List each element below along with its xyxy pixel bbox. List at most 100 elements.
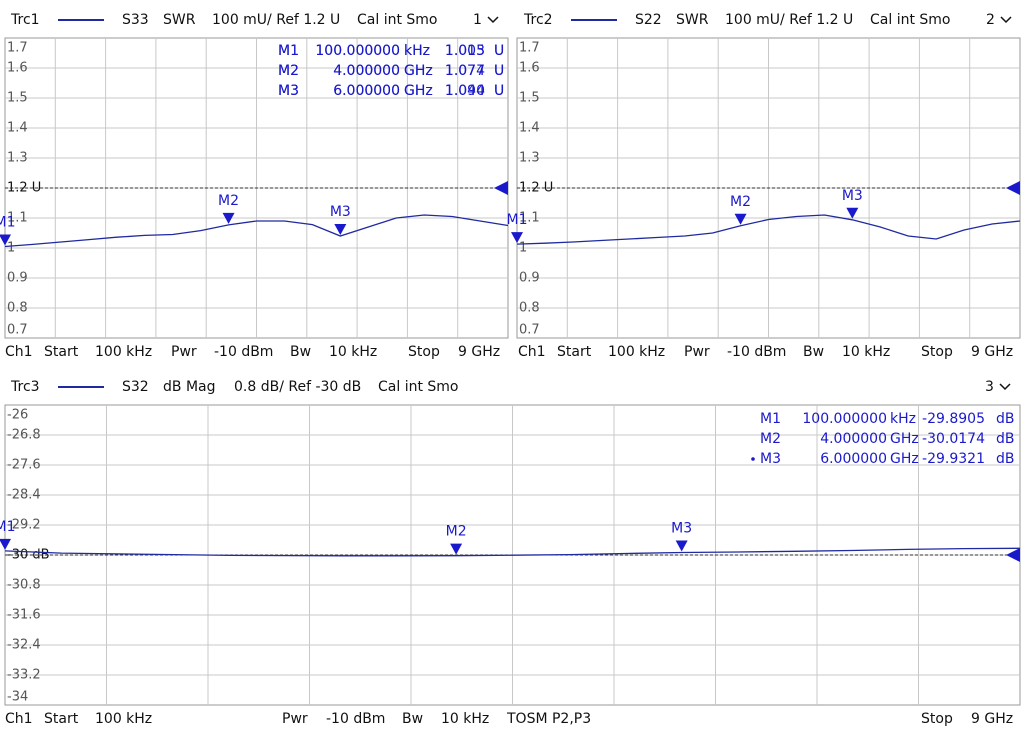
marker-table-response: 1.013	[445, 43, 485, 59]
y-tick-label: -26	[7, 408, 28, 423]
marker-table-stimulus-unit: GHz	[404, 83, 433, 99]
footer-item: 10 kHz	[441, 711, 489, 727]
marker-label: M2	[730, 194, 751, 210]
header-item[interactable]: 3	[985, 379, 994, 395]
dropdown-chevron[interactable]	[999, 383, 1011, 391]
marker-table-stimulus: 6.000000	[820, 451, 887, 467]
y-tick-label: 1.1	[7, 211, 28, 226]
marker-table-stimulus: 6.000000	[333, 83, 400, 99]
marker-table-response-unit: U	[494, 63, 504, 79]
marker-table-response-unit: dB	[996, 411, 1015, 427]
y-tick-label: -30 dB	[7, 548, 50, 563]
marker-table-stimulus-unit: GHz	[404, 63, 433, 79]
marker-label: M3	[330, 204, 351, 220]
y-tick-label: -30.8	[7, 578, 41, 593]
marker-table-response: 1.074	[445, 63, 485, 79]
y-tick-label: 1.1	[519, 211, 540, 226]
marker-table-response-unit: U	[494, 63, 504, 79]
y-tick-label: 1	[7, 241, 15, 256]
marker-table-stimulus: 100.000000	[802, 411, 887, 427]
y-tick-label: 1.2 U	[7, 181, 41, 196]
marker-table-response-unit: dB	[996, 451, 1015, 467]
header-item: 100 mU/ Ref 1.2 U	[212, 12, 340, 28]
marker-table-stimulus: 4.000000	[820, 431, 887, 447]
y-tick-label: 1.6	[7, 61, 28, 76]
trace	[516, 214, 1021, 245]
marker-table-stimulus-unit: GHz	[890, 431, 919, 447]
y-tick-label: 1.4	[7, 121, 28, 136]
footer-item: Bw	[290, 344, 311, 360]
trace-name: Trc3	[10, 379, 40, 395]
y-tick-label: 0.9	[519, 271, 540, 286]
dropdown-chevron[interactable]	[487, 16, 499, 24]
marker[interactable]	[0, 538, 12, 550]
y-tick-label: 1.4	[519, 121, 540, 136]
footer-item: Stop	[921, 711, 953, 727]
marker-table-response: -30.0174	[922, 431, 985, 447]
reference-marker	[1006, 181, 1020, 195]
footer-item: 10 kHz	[329, 344, 377, 360]
marker[interactable]	[734, 213, 747, 225]
footer-item: Pwr	[282, 711, 308, 727]
marker-label: M1	[0, 519, 16, 535]
y-tick-label: 0.9	[7, 271, 28, 286]
footer-item: 100 kHz	[608, 344, 665, 360]
footer-item: Bw	[803, 344, 824, 360]
marker[interactable]	[511, 232, 524, 244]
footer-item: Pwr	[171, 344, 197, 360]
marker[interactable]	[675, 540, 688, 552]
marker-table-response-unit: U	[494, 83, 504, 99]
marker-table-name: M2	[278, 63, 299, 79]
marker[interactable]	[846, 207, 859, 219]
y-tick-label: -26.8	[7, 428, 41, 443]
trace	[4, 214, 509, 248]
y-tick-label: 1.6	[519, 61, 540, 76]
dropdown-chevron[interactable]	[1000, 16, 1012, 24]
marker-table-response: -29.8905	[922, 411, 985, 427]
marker-table-response: 1.077	[445, 63, 485, 79]
marker[interactable]	[0, 234, 12, 246]
header-item: Cal int Smo	[870, 12, 951, 28]
footer-item: Ch1	[5, 711, 33, 727]
y-tick-label: -29.2	[7, 518, 41, 533]
footer-item: 9 GHz	[971, 344, 1013, 360]
marker-label: M3	[671, 520, 692, 536]
footer-item: Stop	[921, 344, 953, 360]
footer-item: 10 kHz	[842, 344, 890, 360]
marker-table-name: M3	[278, 83, 299, 99]
header-item: SWR	[163, 12, 196, 28]
y-tick-label: 1.7	[7, 41, 28, 56]
y-tick-label: -27.6	[7, 458, 41, 473]
marker-label: M3	[842, 188, 863, 204]
marker-table-response: 1.094	[445, 83, 485, 99]
marker[interactable]	[334, 224, 347, 235]
footer-item: TOSM P2,P3	[506, 711, 591, 727]
marker-table-response: -29.9321	[922, 451, 985, 467]
marker-table-response-unit: U	[494, 43, 504, 59]
header-item: SWR	[676, 12, 709, 28]
marker-table-response-unit: U	[494, 43, 504, 59]
y-tick-label: 1.2 U	[519, 181, 553, 196]
marker-table-stimulus: 4.000000	[333, 63, 400, 79]
y-tick-label: 1.3	[519, 151, 540, 166]
y-tick-label: -28.4	[7, 488, 41, 503]
footer-item: Pwr	[684, 344, 710, 360]
footer-item: Ch1	[5, 344, 33, 360]
header-item: S33	[122, 12, 149, 28]
header-item[interactable]: 2	[986, 12, 995, 28]
header-item[interactable]: 1	[473, 12, 482, 28]
trace	[4, 547, 1021, 557]
y-tick-label: 1.3	[7, 151, 28, 166]
marker-table-response: 1.040	[445, 83, 485, 99]
marker-table-name: M3	[278, 83, 299, 99]
marker-label: M1	[0, 215, 16, 231]
marker-table-stimulus: 100.000000	[315, 43, 400, 59]
marker[interactable]	[450, 543, 463, 555]
y-tick-label: -32.4	[7, 638, 41, 653]
marker-table-stimulus-unit: kHz	[890, 411, 916, 427]
header-item: S32	[122, 379, 149, 395]
marker-table-stimulus-unit: kHz	[404, 43, 430, 59]
header-item: Cal int Smo	[378, 379, 459, 395]
marker[interactable]	[222, 212, 235, 224]
